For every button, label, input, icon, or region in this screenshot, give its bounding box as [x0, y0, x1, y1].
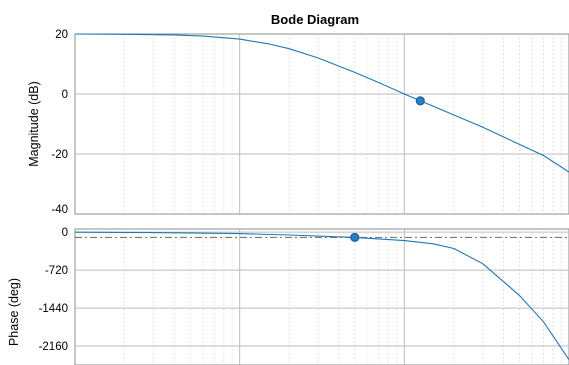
phase-data-marker[interactable]: [350, 232, 360, 243]
phase-ytick-label: -720: [45, 265, 68, 277]
phase-panel: 0 -720 -1440 -2160 Phase (deg): [7, 227, 569, 365]
phase-axes: [74, 228, 569, 365]
phase-ytick-label: -2160: [39, 341, 68, 353]
magnitude-axes: [74, 33, 569, 215]
phase-tick-labels: 0 -720 -1440 -2160: [39, 227, 68, 353]
phase-ytick-label: -1440: [39, 303, 68, 315]
magnitude-panel: 20 0 -20 -40 Magnitude (dB): [27, 29, 569, 216]
magnitude-ytick-label: 0: [62, 89, 68, 101]
phase-major-grid: [75, 229, 569, 365]
phase-ytick-label: 0: [62, 227, 68, 239]
magnitude-curve: [74, 33, 569, 173]
magnitude-data-marker[interactable]: [415, 96, 425, 106]
phase-ylabel: Phase (deg): [7, 278, 21, 346]
phase-minor-grid: [124, 229, 562, 365]
chart-title: Bode Diagram: [271, 12, 359, 27]
magnitude-ytick-label: -20: [51, 149, 68, 161]
magnitude-tick-labels: 20 0 -20 -40: [51, 29, 68, 216]
magnitude-ylabel: Magnitude (dB): [27, 81, 41, 166]
phase-curve: [74, 231, 569, 361]
magnitude-ytick-label: 20: [55, 29, 68, 41]
magnitude-ytick-label: -40: [51, 204, 68, 216]
magnitude-major-grid: [75, 34, 569, 214]
